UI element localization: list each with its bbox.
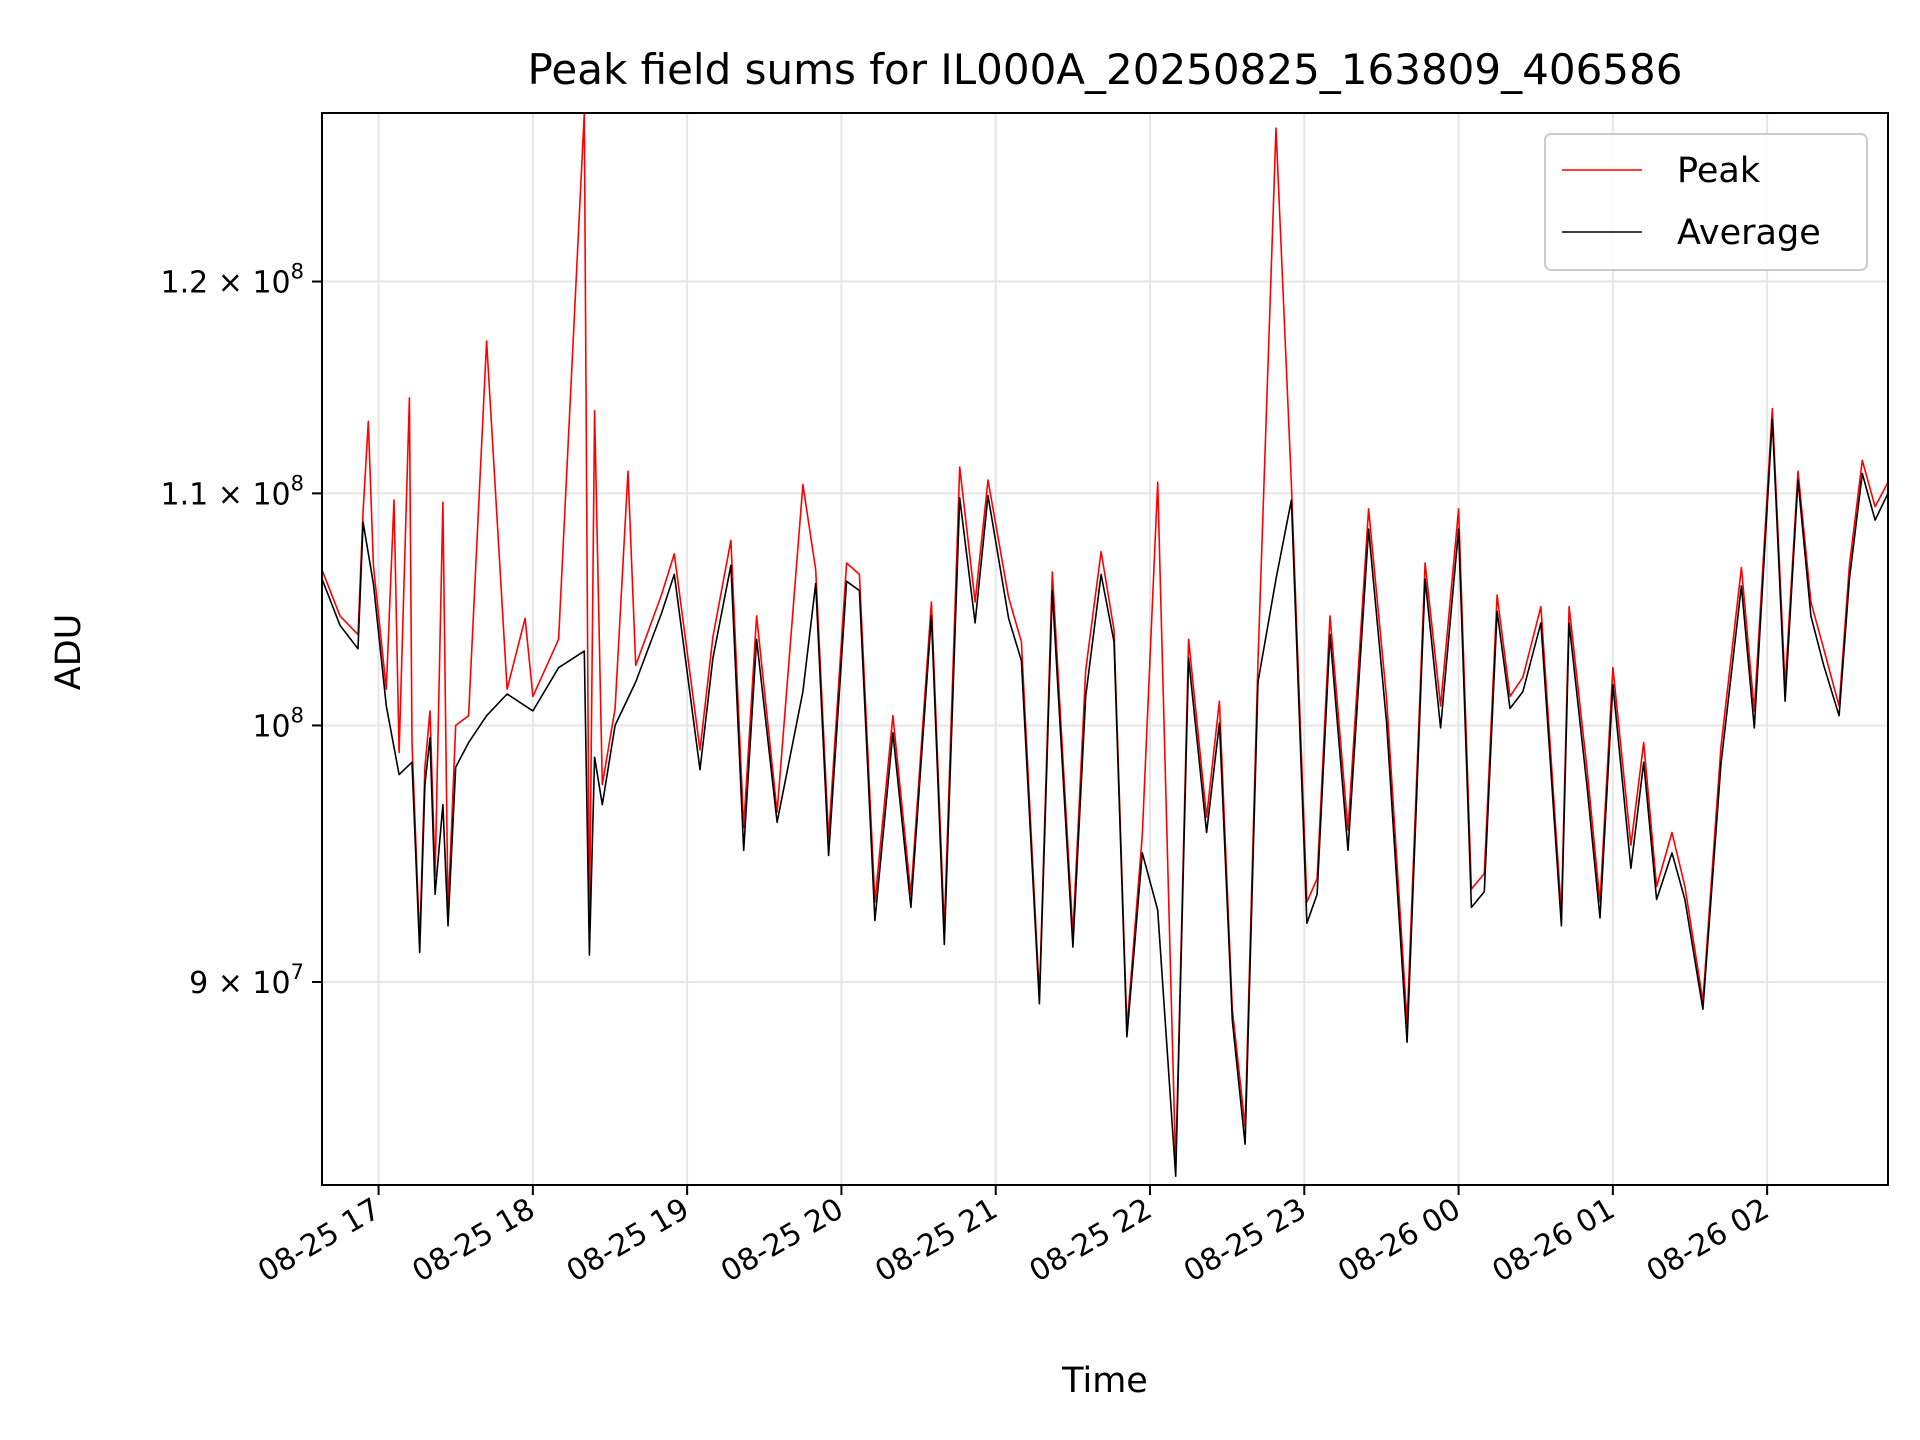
legend-peak-label: Peak	[1677, 151, 1761, 191]
chart-title: Peak field sums for IL000A_20250825_1638…	[528, 45, 1683, 94]
y-tick-label: 108	[252, 703, 304, 744]
y-tick-label: 9 × 107	[189, 960, 304, 1001]
y-tick-label: 1.2 × 108	[161, 260, 304, 301]
plot-area-frame	[321, 112, 1889, 1186]
legend-box	[1544, 133, 1868, 271]
y-axis: 9 × 107 108 1.1 × 108 1.2 × 108	[161, 260, 322, 1001]
series-layer	[321, 112, 1889, 1177]
y-axis-title: ADU	[49, 614, 89, 691]
y-tick-label: 1.1 × 108	[161, 471, 304, 512]
legend: Peak Average	[1544, 133, 1868, 271]
series-line-peak	[321, 112, 1889, 1169]
series-line-average	[321, 418, 1889, 1177]
x-axis-title: Time	[1061, 1361, 1148, 1401]
legend-average-label: Average	[1677, 213, 1821, 253]
